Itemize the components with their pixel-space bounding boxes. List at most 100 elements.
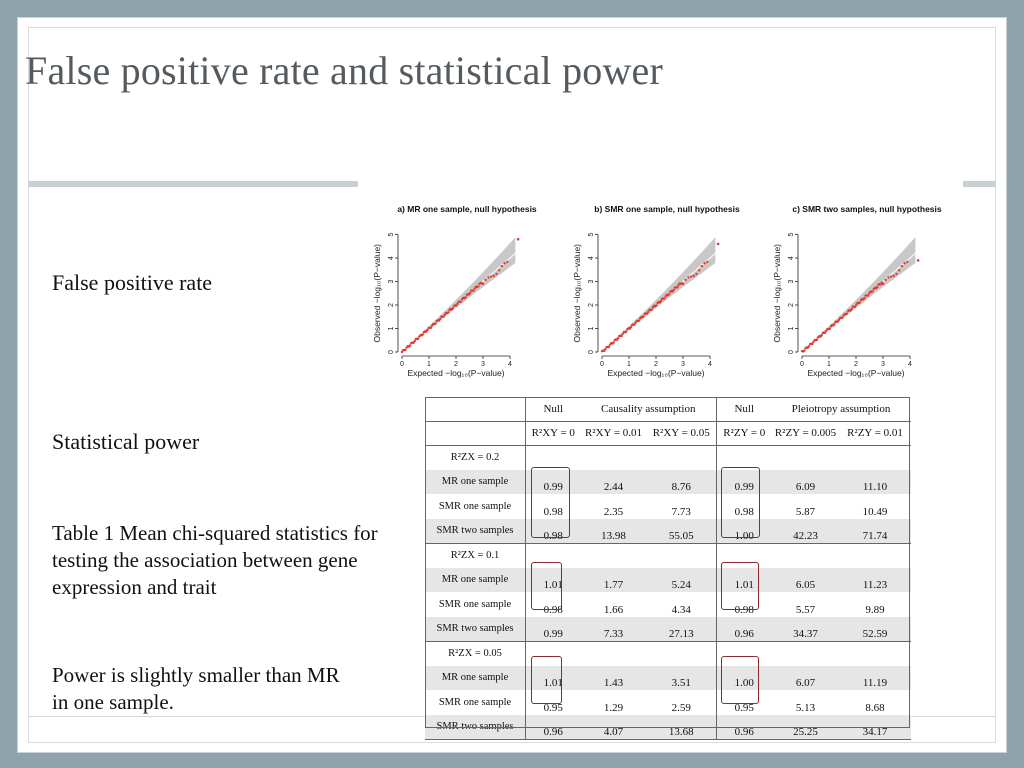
value-cell: 4.34: [671, 603, 691, 616]
qq-point: [604, 347, 607, 351]
x-tick-label: 3: [481, 361, 485, 368]
value-cell: 34.17: [839, 714, 911, 740]
statistical-power-label: Statistical power: [52, 429, 200, 454]
qq-point: [807, 345, 811, 348]
x-tick-label: 0: [600, 361, 604, 368]
qq-point: [703, 261, 706, 265]
qq-point: [672, 288, 675, 292]
qq-point: [892, 274, 895, 278]
col-header: Pleiotropy assumption: [771, 397, 911, 422]
qq-point: [459, 300, 463, 303]
table-group-row: R²ZX = 0.2: [425, 445, 911, 470]
qq-point: [455, 304, 458, 307]
qq-point: [642, 315, 645, 318]
qq-point: [442, 315, 445, 318]
highlight-box: [721, 562, 759, 610]
qq-point: [895, 272, 898, 276]
x-tick-label: 4: [908, 361, 912, 368]
x-tick-label: 1: [627, 361, 631, 368]
value-cell: 42.23: [771, 518, 840, 544]
highlight-box: [531, 656, 562, 704]
empty-cell: [771, 641, 840, 666]
value-cell: 1.00: [716, 665, 772, 690]
value-cell: 8.76: [646, 469, 717, 494]
qq-point: [498, 269, 501, 272]
value-cell: 0.95: [716, 690, 772, 715]
empty-cell: [646, 445, 717, 470]
y-axis-label: Observed −log₁₀(P−value): [372, 244, 382, 343]
qq-point: [472, 289, 475, 292]
table-row: MR one sample 0.99 2.44 8.76 0.99 6.09 11.10: [425, 469, 911, 494]
qq-plot-c: c) SMR two samples, null hypothesis 0 1 2 3…: [772, 200, 962, 380]
table-row: SMR one sample 0.95 1.29 2.59 0.95 5.13 8.68: [425, 690, 911, 715]
method-cell: MR one sample: [425, 469, 526, 494]
qq-point: [408, 344, 412, 347]
qq-plot-svg: 0 1 2 3 4 5 0 1 2 3 4 Expected −log₁₀(P−value) Obser…: [572, 232, 720, 378]
table-body: R²ZX = 0.2 MR one sample 0.99 2.44 8.76 0.99 6…: [425, 445, 911, 740]
group-label: R²ZX = 0.05: [425, 641, 526, 666]
qq-point: [823, 331, 827, 334]
y-tick-label: 0: [788, 350, 795, 354]
y-tick-label: 5: [588, 232, 595, 236]
value-cell: 55.05: [646, 518, 717, 544]
empty-cell: [716, 445, 772, 470]
empty-cell: [580, 641, 647, 666]
qq-point: [487, 276, 490, 279]
value-cell: 10.49: [862, 505, 888, 518]
value-cell: 2.59: [671, 701, 691, 714]
qq-point: [900, 264, 904, 268]
empty-cell: [646, 641, 717, 666]
qq-point: [863, 296, 866, 300]
col-subheader: R²ZY = 0.005: [771, 421, 840, 446]
qq-point: [716, 242, 720, 246]
qq-point: [603, 349, 606, 353]
method-cell: MR one sample: [425, 567, 526, 592]
qq-point: [681, 282, 685, 286]
highlight-box: [531, 467, 570, 538]
qq-point: [495, 272, 498, 276]
value-cell: 0.99: [525, 469, 581, 494]
col-subheader: R²XY = 0: [525, 421, 581, 446]
x-tick-label: 4: [508, 361, 512, 368]
highlight-box: [531, 562, 562, 610]
col-header: Causality assumption: [580, 397, 717, 422]
qq-point: [484, 278, 487, 282]
qq-point: [667, 293, 671, 296]
qq-point: [617, 337, 620, 340]
x-axis-label: Expected −log₁₀(P−value): [407, 368, 504, 378]
qq-point: [706, 260, 709, 264]
highlight-box: [721, 467, 760, 538]
col-header: Null: [525, 397, 581, 422]
value-cell: 6.05: [771, 567, 840, 592]
slide-title: False positive rate and statistical powe…: [25, 48, 664, 93]
x-tick-label: 2: [654, 361, 658, 368]
qq-point: [700, 264, 704, 268]
method-cell: SMR one sample: [425, 690, 526, 715]
qq-point: [903, 261, 906, 265]
qq-point: [698, 269, 701, 272]
value-cell: 1.66: [603, 603, 624, 616]
value-cell: 0.98: [716, 494, 772, 519]
qq-point: [866, 294, 870, 297]
qq-point: [417, 337, 420, 341]
y-axis-label: Observed −log₁₀(P−value): [772, 244, 782, 343]
col-subheader: R²XY = 0.01: [580, 421, 647, 446]
value-cell: 4.07: [580, 714, 647, 740]
value-cell: 5.57: [795, 603, 816, 616]
value-cell: 0.99: [525, 616, 581, 642]
qq-point: [811, 342, 814, 346]
value-cell: 13.68: [646, 714, 717, 740]
value-cell: 8.68: [865, 701, 885, 714]
qq-point: [841, 316, 844, 319]
title-divider-right: [963, 181, 995, 187]
value-cell: 1.43: [580, 665, 647, 690]
qq-point: [695, 272, 698, 276]
qq-plot-svg: 0 1 2 3 4 5 0 1 2 3 4 Expected −log₁₀(P−value) Obser…: [772, 232, 920, 378]
qq-point: [647, 310, 650, 314]
value-cell: 11.10: [839, 469, 911, 494]
qq-point: [516, 237, 520, 241]
table-group-row: R²ZX = 0.05: [425, 641, 911, 666]
qq-point: [434, 322, 437, 325]
qq-point: [871, 290, 874, 293]
y-tick-label: 0: [388, 350, 395, 354]
